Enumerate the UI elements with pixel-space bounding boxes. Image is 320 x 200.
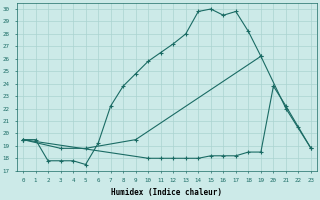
X-axis label: Humidex (Indice chaleur): Humidex (Indice chaleur): [111, 188, 222, 197]
